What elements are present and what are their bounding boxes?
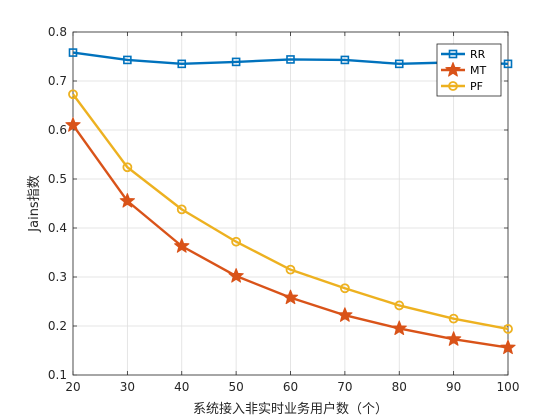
x-tick-label: 40 — [174, 380, 189, 394]
data-point-mt — [174, 238, 190, 253]
y-tick-label: 0.8 — [48, 25, 67, 39]
data-point-pf — [448, 313, 459, 324]
data-point-pf — [231, 236, 242, 247]
legend-item-mt: MT — [441, 62, 486, 77]
y-tick-label: 0.7 — [48, 74, 67, 88]
x-tick-label: 20 — [65, 380, 80, 394]
data-point-mt — [228, 268, 244, 283]
x-tick-label: 90 — [446, 380, 461, 394]
legend-label-mt: MT — [470, 64, 486, 77]
y-axis-label: Jains指数 — [27, 175, 42, 232]
x-tick-label: 30 — [120, 380, 135, 394]
series-layer — [65, 48, 516, 355]
y-tick-label: 0.2 — [48, 319, 67, 333]
legend-marker-pf — [448, 81, 458, 91]
data-point-mt — [65, 117, 81, 132]
data-point-mt — [500, 339, 516, 355]
data-point-pf — [503, 324, 513, 334]
x-axis-label: 系统接入非实时业务用户数（个） — [193, 401, 388, 417]
data-point-rr — [394, 59, 404, 69]
data-point-rr — [340, 55, 350, 65]
data-point-rr — [503, 59, 513, 69]
data-point-rr — [123, 55, 132, 65]
data-point-pf — [176, 204, 187, 215]
data-point-mt — [282, 289, 299, 305]
x-tick-label: 70 — [337, 380, 352, 394]
x-tick-label: 60 — [283, 380, 298, 394]
x-tick-label: 100 — [497, 380, 520, 394]
data-point-mt — [445, 331, 462, 346]
x-tick-label: 80 — [392, 380, 407, 394]
legend-marker-mt — [445, 62, 461, 77]
data-point-mt — [391, 320, 407, 336]
series-line-pf — [72, 93, 509, 331]
data-point-rr — [231, 57, 241, 67]
data-point-rr — [177, 59, 187, 69]
data-point-pf — [68, 89, 78, 100]
y-tick-label: 0.3 — [48, 270, 67, 284]
series-pf — [68, 89, 513, 334]
y-tick-label: 0.6 — [48, 123, 67, 137]
series-mt — [65, 117, 516, 355]
series-line-rr — [72, 51, 509, 66]
data-point-rr — [286, 55, 295, 64]
legend-label-rr: RR — [470, 48, 486, 61]
data-point-mt — [337, 307, 353, 322]
legend-marker-rr — [448, 49, 458, 59]
data-point-mt — [119, 193, 136, 208]
legend-label-pf: PF — [470, 80, 483, 93]
y-tick-label: 0.1 — [48, 368, 67, 382]
data-point-pf — [394, 300, 405, 311]
data-point-pf — [122, 162, 133, 173]
data-point-pf — [285, 264, 296, 275]
y-tick-label: 0.4 — [48, 221, 67, 235]
axis-ticks: 20 30 40 50 60 70 80 90 100 0.1 0.2 0.3 0.4 0.5 0.6 0.7… — [48, 25, 520, 394]
data-point-pf — [339, 283, 350, 294]
legend-item-rr: RR — [441, 48, 486, 61]
y-tick-label: 0.5 — [48, 172, 67, 186]
legend: RR MT PF — [436, 43, 502, 97]
legend-item-pf: PF — [441, 80, 483, 93]
data-point-rr — [68, 48, 78, 57]
x-tick-label: 50 — [228, 380, 243, 394]
